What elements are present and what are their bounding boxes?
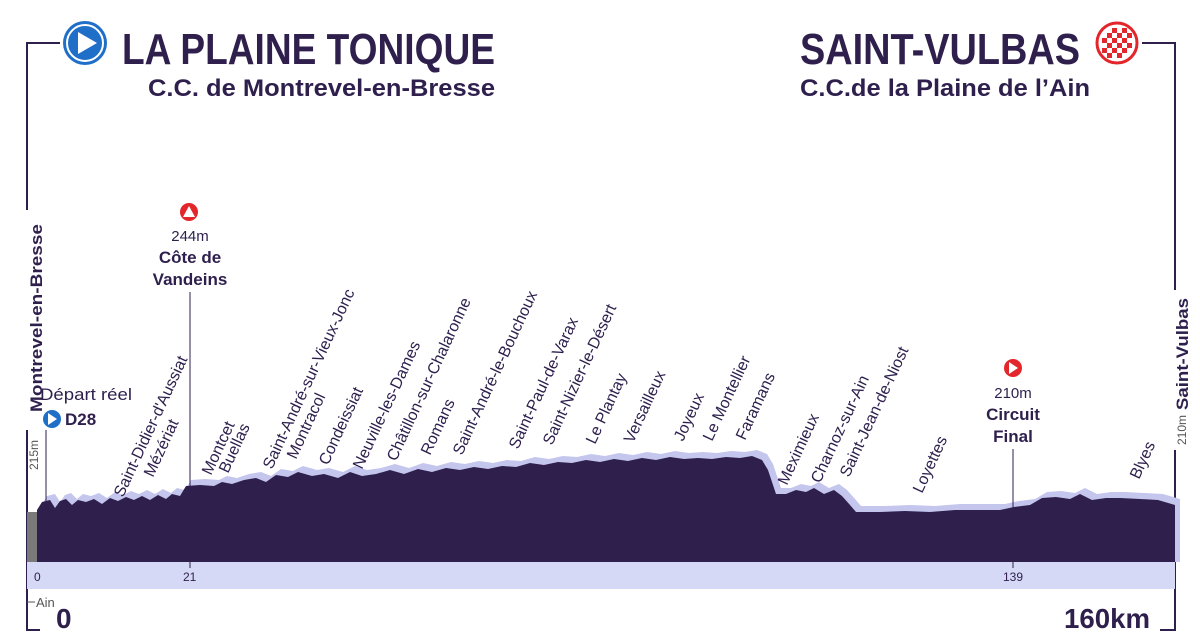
start-zone-marker [27, 512, 37, 562]
finish-flag-square [1122, 38, 1127, 43]
finish-altitude: 210m [1175, 415, 1189, 445]
start-icon [63, 21, 107, 65]
finish-flag-square [1102, 48, 1107, 53]
finish-flag-square [1112, 38, 1117, 43]
climb-name-line2: Vandeins [153, 270, 228, 289]
locality-label-group: Saint-André-sur-Vieux-Jonc [260, 287, 358, 472]
locality-label: Loyettes [910, 434, 951, 496]
circuit-altitude: 210m [994, 385, 1032, 402]
locality-label: Saint-André-sur-Vieux-Jonc [260, 287, 358, 472]
climb-altitude: 244m [171, 228, 209, 245]
finish-flag-icon [1095, 21, 1139, 65]
circuit-name-line1: Circuit [986, 405, 1040, 424]
start-km-label: 0 [56, 603, 72, 634]
circuit-name-line2: Final [993, 427, 1033, 446]
finish-flag-square [1112, 48, 1117, 53]
finish-flag-square [1107, 53, 1112, 58]
finish-flag-square [1122, 48, 1127, 53]
start-name: LA PLAINE TONIQUE [122, 25, 495, 74]
locality-label-group: Loyettes [910, 434, 951, 496]
finish-flag-square [1127, 33, 1132, 38]
start-subtitle: C.C. de Montrevel-en-Bresse [148, 75, 495, 102]
finish-flag-square [1107, 33, 1112, 38]
mountain-icon [180, 203, 198, 221]
circuit-start-icon [1004, 359, 1022, 377]
finish-flag-square [1102, 38, 1107, 43]
finish-flag-square [1117, 33, 1122, 38]
finish-flag-square [1107, 43, 1112, 48]
depart-reel-icon [43, 410, 61, 428]
finish-flag-square [1117, 53, 1122, 58]
finish-subtitle: C.C.de la Plaine de l’Ain [800, 75, 1090, 102]
finish-vertical-label: Saint-Vulbas [1173, 298, 1192, 410]
start-altitude: 215m [27, 440, 41, 470]
climb-name-line1: Côte de [159, 248, 221, 267]
frame-left [26, 42, 60, 631]
km-axis-start: 0 [34, 570, 41, 584]
finish-name: SAINT-VULBAS [800, 25, 1080, 74]
finish-flag-square [1127, 43, 1132, 48]
elevation-profile [37, 456, 1175, 562]
circuit-km: 139 [1003, 570, 1023, 584]
climb-km: 21 [183, 570, 197, 584]
finish-flag-square [1117, 43, 1122, 48]
start-vertical-label: Montrevel-en-Bresse [27, 224, 46, 412]
finish-flag-square [1122, 28, 1127, 33]
km-band [27, 562, 1175, 589]
finish-flag-square [1112, 28, 1117, 33]
finish-km-label: 160km [1064, 603, 1150, 634]
locality-label-group: Blyes [1127, 439, 1159, 482]
depart-reel-label: Départ réel [40, 385, 132, 404]
depart-reel-road: D28 [65, 410, 96, 429]
department-label: Ain [36, 595, 55, 610]
locality-label: Blyes [1127, 439, 1159, 482]
